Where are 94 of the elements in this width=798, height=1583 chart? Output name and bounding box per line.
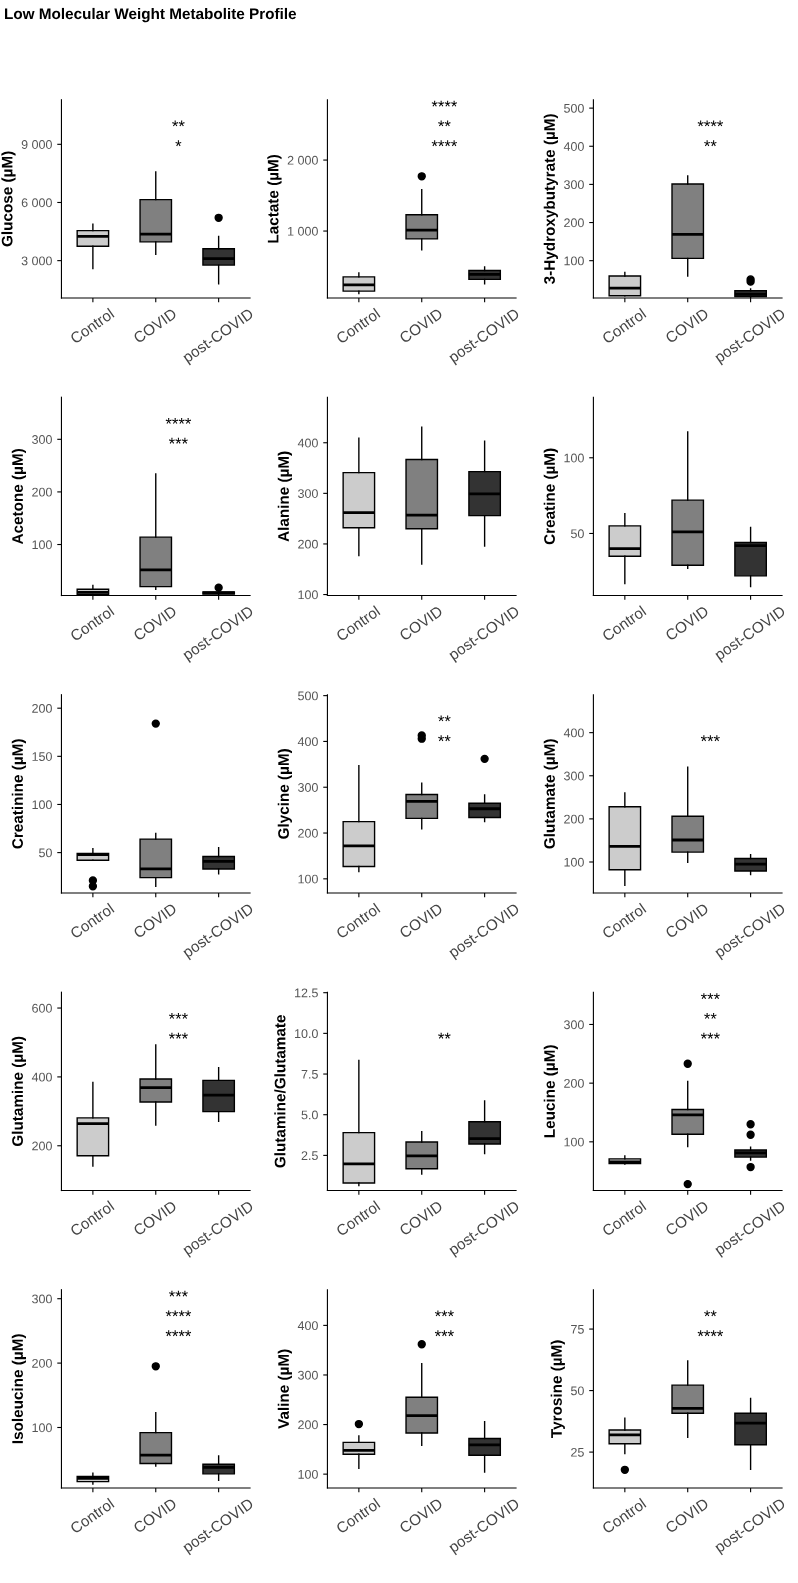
annotation: ***	[434, 1310, 454, 1317]
y-tick-label: 400	[297, 737, 318, 747]
y-tick-label: 300	[564, 771, 584, 781]
y-tick-label: 1 000	[288, 226, 318, 236]
y-axis-title: Valine (µM)	[277, 1349, 292, 1429]
y-tick-label: 200	[298, 539, 318, 549]
annotation: ****	[165, 417, 192, 424]
annotation: ****	[431, 140, 458, 147]
annotation: **	[438, 1032, 451, 1039]
annotation: ****	[165, 1330, 192, 1337]
y-tick-label: 2 000	[287, 155, 318, 165]
y-axis-title: Lactate (µM)	[267, 154, 282, 243]
annotation: **	[438, 735, 451, 742]
annotation: ****	[431, 100, 458, 107]
y-tick-label: 100	[32, 1423, 52, 1433]
y-tick-label: 300	[32, 435, 52, 444]
y-axis-title: Creatinine (µM)	[11, 739, 27, 849]
y-tick-label: 200	[32, 1141, 52, 1151]
y-tick-label: 12.5	[295, 988, 318, 998]
annotation: ***	[434, 1330, 454, 1337]
y-tick-label: 100	[32, 540, 52, 550]
y-tick-label: 25	[571, 1447, 584, 1457]
annotation: ****	[165, 1310, 192, 1317]
annotation: ***	[700, 735, 720, 742]
y-axis-title: Glutamine/Glutamate	[274, 1015, 286, 1168]
y-axis-title: Glycine (µM)	[277, 749, 292, 839]
y-tick-label: 500	[564, 103, 584, 113]
y-tick-label: 50	[570, 529, 584, 539]
annotation: ***	[168, 1032, 188, 1039]
y-tick-label: 150	[32, 752, 52, 761]
y-tick-label: 400	[563, 142, 584, 151]
annotation: ***	[700, 1032, 720, 1039]
annotation: *	[175, 140, 182, 147]
y-tick-label: 75	[571, 1324, 584, 1334]
annotation: ****	[697, 1330, 724, 1337]
annotation: ***	[168, 1012, 188, 1019]
y-axis-title: Tyrosine (µM)	[550, 1340, 565, 1438]
y-tick-label: 200	[32, 487, 52, 497]
annotation: ***	[168, 1290, 188, 1297]
y-tick-label: 300	[32, 1294, 52, 1304]
y-tick-label: 400	[563, 728, 584, 738]
y-tick-label: 400	[31, 1072, 52, 1082]
y-tick-label: 100	[564, 256, 584, 266]
y-tick-label: 7.5	[301, 1069, 318, 1079]
y-tick-label: 5.0	[301, 1110, 318, 1120]
y-tick-label: 500	[298, 691, 318, 701]
y-tick-label: 50	[570, 1386, 584, 1396]
annotation: **	[704, 1012, 717, 1019]
y-tick-label: 200	[298, 828, 318, 838]
y-tick-label: 100	[298, 874, 318, 884]
annotation: ***	[168, 437, 188, 444]
y-axis-title: Leucine (µM)	[543, 1045, 558, 1138]
y-tick-label: 100	[564, 1137, 584, 1147]
y-tick-label: 100	[298, 1469, 318, 1479]
y-axis-title: Acetone (µM)	[11, 449, 27, 545]
y-tick-label: 300	[564, 1020, 584, 1030]
y-tick-label: 400	[297, 438, 318, 448]
y-tick-label: 200	[564, 218, 584, 228]
annotation: **	[704, 140, 717, 147]
y-tick-label: 100	[32, 800, 52, 810]
y-tick-label: 100	[564, 857, 584, 867]
y-tick-label: 9 000	[21, 140, 52, 149]
y-axis-title: 3-Hydroxybutyrate (µM)	[543, 114, 558, 285]
y-tick-label: 400	[297, 1321, 318, 1331]
y-tick-label: 100	[564, 453, 584, 463]
y-axis-title: Glutamate (µM)	[543, 739, 558, 849]
y-tick-label: 50	[39, 848, 52, 858]
annotation: ***	[700, 993, 720, 999]
annotation: **	[172, 120, 185, 127]
y-tick-label: 2.5	[301, 1151, 318, 1161]
y-tick-label: 100	[298, 590, 318, 600]
y-tick-label: 600	[32, 1003, 52, 1013]
y-tick-label: 200	[32, 1358, 52, 1368]
y-tick-label: 200	[564, 1078, 584, 1088]
y-tick-label: 200	[564, 814, 584, 824]
y-tick-label: 300	[564, 180, 584, 190]
annotation: **	[438, 120, 451, 127]
y-axis-title: Isoleucine (µM)	[11, 1334, 27, 1444]
y-tick-label: 300	[298, 489, 318, 498]
y-tick-label: 6 000	[21, 198, 52, 208]
y-tick-label: 300	[298, 783, 318, 792]
y-tick-label: 200	[32, 703, 52, 713]
annotation: ****	[697, 120, 724, 127]
y-axis-title: Creatine (µM)	[543, 448, 558, 545]
annotation: **	[438, 715, 451, 722]
annotation: **	[704, 1310, 717, 1317]
y-axis-title: Glutamine (µM)	[11, 1036, 27, 1147]
chart-title: Low Molecular Weight Metabolite Profile	[5, 7, 297, 23]
y-axis-title: Alanine (µM)	[277, 451, 292, 542]
y-tick-label: 10.0	[295, 1029, 318, 1039]
y-tick-label: 200	[298, 1420, 318, 1430]
y-tick-label: 300	[298, 1370, 318, 1380]
y-tick-label: 3 000	[21, 256, 52, 266]
y-axis-title: Glucose (µM)	[1, 151, 16, 247]
